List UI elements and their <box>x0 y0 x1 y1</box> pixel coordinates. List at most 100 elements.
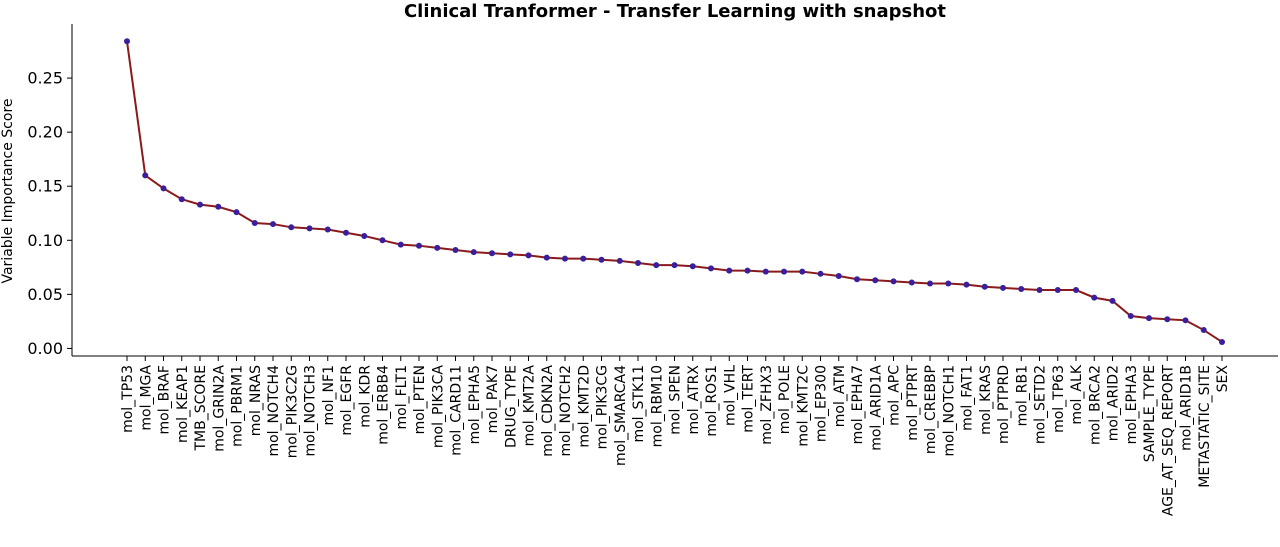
x-tick-label: mol_SETD2 <box>1033 365 1049 444</box>
x-tick-label: mol_APC <box>887 365 903 426</box>
data-point <box>543 254 550 261</box>
x-tick-label: SAMPLE_TYPE <box>1142 365 1158 462</box>
data-point <box>1182 317 1189 324</box>
data-point <box>1146 315 1152 322</box>
data-point <box>1018 285 1025 292</box>
x-tick-label: mol_PTPRD <box>996 365 1012 444</box>
x-tick-label: mol_EPHA5 <box>467 365 483 444</box>
x-tick-label: mol_STK11 <box>631 365 647 443</box>
data-point <box>452 247 459 254</box>
data-point <box>890 278 897 285</box>
x-tick-label: mol_VHL <box>722 365 738 426</box>
data-point <box>178 196 185 203</box>
data-point <box>489 250 495 257</box>
x-tick-label: mol_ATM <box>832 365 848 427</box>
x-tick-label: mol_ARID1A <box>868 365 884 451</box>
data-point <box>1127 312 1134 319</box>
data-point <box>562 255 568 262</box>
x-tick-label: mol_PTEN <box>412 365 428 434</box>
y-tick-label: 0.20 <box>27 123 63 142</box>
data-point <box>324 226 331 233</box>
x-tick-label: mol_RB1 <box>1014 365 1030 426</box>
data-point <box>653 262 660 269</box>
x-tick-label: mol_EPHA7 <box>850 365 866 444</box>
data-point <box>781 268 787 275</box>
data-point <box>981 283 988 290</box>
x-tick-label: mol_PBRM1 <box>230 365 246 447</box>
x-tick-label: mol_TERT <box>741 365 757 433</box>
data-point <box>379 237 386 244</box>
data-point <box>835 272 842 279</box>
x-tick-label: mol_TP63 <box>1051 365 1067 433</box>
data-point <box>598 256 605 263</box>
x-tick-label: mol_ARID2 <box>1106 365 1122 441</box>
y-ticks: 0.00 0.05 0.10 0.15 0.20 0.25 <box>27 69 72 358</box>
x-tick-label: mol_EPHA3 <box>1124 365 1140 444</box>
data-point <box>397 241 404 248</box>
y-tick-label: 0.10 <box>27 231 63 250</box>
x-tick-label: mol_KMT2A <box>522 365 538 447</box>
x-tick-label: mol_ZFHX3 <box>759 365 775 445</box>
x-tick-label: mol_SMARCA4 <box>613 365 629 466</box>
data-point <box>270 221 276 228</box>
x-tick-label: mol_NF1 <box>321 365 337 426</box>
x-ticks: mol_TP53 mol_MGA mol_BRAF mol_KEAP1 TMB_SCOR… <box>120 356 1231 516</box>
x-tick-label: METASTATIC_SITE <box>1197 365 1213 488</box>
x-tick-label: mol_ERBB4 <box>376 365 392 445</box>
data-point <box>1073 287 1079 294</box>
x-tick-label: AGE_AT_SEQ_REPORT <box>1160 365 1176 517</box>
data-point <box>1109 297 1116 304</box>
data-point <box>288 224 295 231</box>
data-point <box>927 280 933 287</box>
data-point <box>1091 294 1098 301</box>
x-tick-label: mol_PIK3CG <box>595 365 611 449</box>
data-point <box>1054 287 1061 294</box>
data-point <box>799 268 806 275</box>
data-point <box>1164 316 1171 323</box>
x-tick-label: mol_CARD11 <box>449 365 465 456</box>
y-tick-label: 0.15 <box>27 177 63 196</box>
data-point <box>635 259 641 266</box>
x-tick-label: mol_KEAP1 <box>175 365 191 443</box>
x-tick-label: mol_EP300 <box>814 365 830 442</box>
data-point <box>361 232 368 239</box>
series-line <box>126 41 1223 343</box>
x-tick-label: mol_KRAS <box>978 365 994 435</box>
data-point <box>762 268 769 275</box>
x-tick-label: DRUG_TYPE <box>503 365 519 448</box>
x-tick-label: mol_NOTCH2 <box>558 365 574 457</box>
x-tick-label: mol_PAK7 <box>485 365 501 433</box>
x-tick-label: mol_PIK3C2G <box>284 365 300 458</box>
x-tick-label: mol_SPEN <box>668 365 684 435</box>
data-point <box>744 267 751 274</box>
x-tick-label: mol_GRIN2A <box>211 365 227 452</box>
data-point <box>416 242 422 249</box>
data-point <box>963 281 970 288</box>
x-tick-label: TMB_SCORE <box>193 365 209 452</box>
x-tick-label: mol_CDKN2A <box>540 365 556 457</box>
x-tick-label: mol_ATRX <box>686 365 702 435</box>
data-point <box>124 38 130 45</box>
data-point <box>1200 327 1207 334</box>
data-point <box>233 209 240 216</box>
x-tick-label: mol_NRAS <box>248 365 264 436</box>
data-point <box>434 244 441 251</box>
x-tick-label: SEX <box>1215 365 1231 393</box>
x-tick-label: mol_POLE <box>777 365 793 434</box>
data-point <box>945 280 952 287</box>
data-point <box>507 251 514 258</box>
x-tick-label: mol_NOTCH1 <box>941 365 957 457</box>
data-point <box>306 225 313 232</box>
data-point <box>671 262 678 269</box>
data-point <box>908 279 915 286</box>
x-tick-label: mol_EGFR <box>339 365 355 436</box>
x-tick-label: mol_NOTCH4 <box>266 365 282 457</box>
data-point <box>616 257 623 264</box>
x-tick-label: mol_ROS1 <box>704 365 720 437</box>
data-point <box>817 270 824 277</box>
data-point <box>160 185 167 192</box>
data-point <box>215 203 222 210</box>
x-tick-label: mol_BRAF <box>157 365 173 435</box>
y-tick-label: 0.25 <box>27 69 63 88</box>
